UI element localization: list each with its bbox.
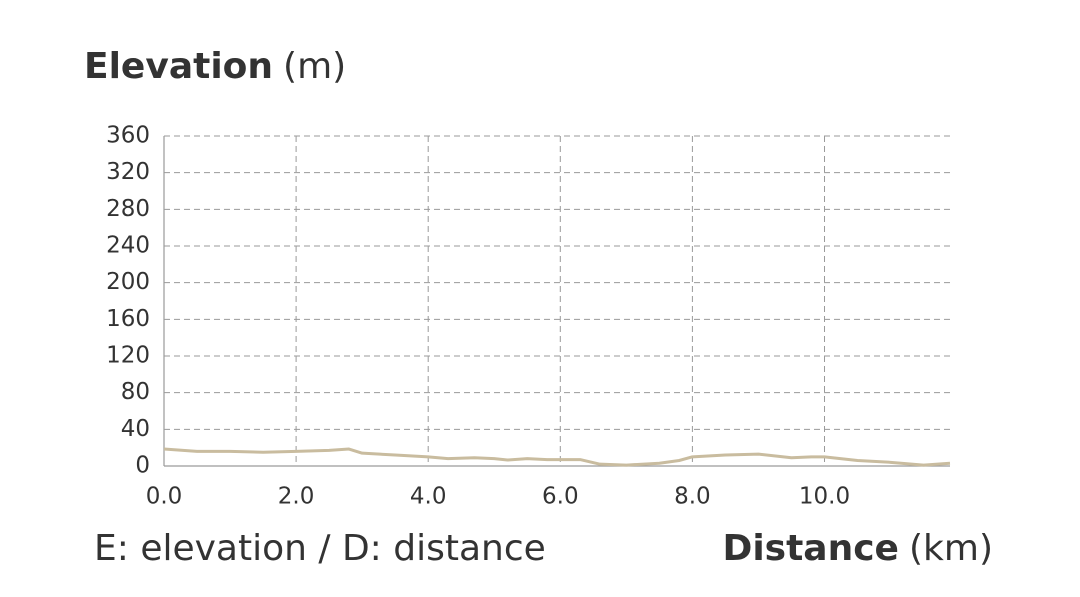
y-tick-label: 240 <box>106 233 150 259</box>
x-tick-label: 0.0 <box>146 484 183 510</box>
y-axis-label: Elevation <box>84 46 273 87</box>
x-axis-title: Distance (km) <box>722 528 993 569</box>
y-tick-label: 40 <box>121 416 150 442</box>
y-tick-label: 120 <box>106 343 150 369</box>
y-axis-title: Elevation (m) <box>84 46 346 87</box>
x-tick-label: 8.0 <box>674 484 711 510</box>
x-axis-label: Distance <box>722 528 899 569</box>
y-tick-label: 160 <box>106 306 150 332</box>
y-tick-label: 200 <box>106 269 150 295</box>
elevation-line <box>163 447 951 467</box>
x-tick-label: 2.0 <box>278 484 315 510</box>
y-tick-label: 280 <box>106 196 150 222</box>
y-tick-label: 360 <box>106 123 150 149</box>
x-tick-label: 10.0 <box>799 484 850 510</box>
note: E: elevation / D: distance <box>94 528 546 569</box>
y-axis-unit: (m) <box>283 46 346 87</box>
x-tick-label: 6.0 <box>542 484 579 510</box>
x-tick-label: 4.0 <box>410 484 447 510</box>
y-tick-label: 0 <box>135 453 150 479</box>
y-tick-label: 320 <box>106 159 150 185</box>
y-tick-label: 80 <box>121 379 150 405</box>
x-axis-unit: (km) <box>909 528 993 569</box>
